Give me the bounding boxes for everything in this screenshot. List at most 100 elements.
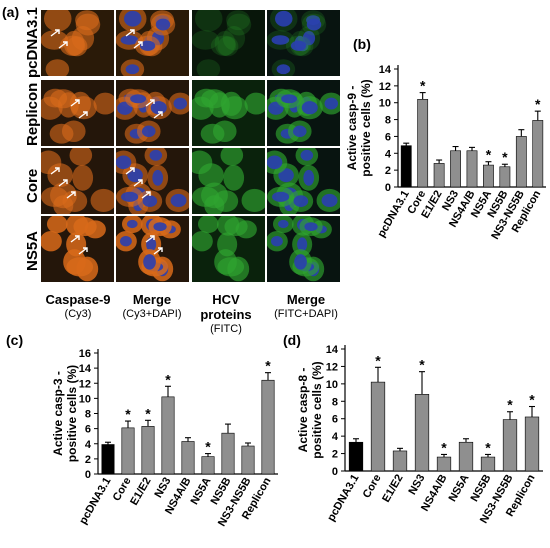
bar <box>483 164 494 188</box>
y-tick-label: 8 <box>385 115 391 127</box>
x-tick-label: pcDNA3.1 <box>77 476 113 527</box>
column-title-caspase9: Caspase-9 (Cy3) <box>45 292 111 320</box>
arrow-marker-icon <box>133 41 143 49</box>
micrograph-tile <box>192 148 265 214</box>
bar <box>121 427 135 475</box>
y-tick-label: 10 <box>79 393 91 405</box>
arrow-marker-icon <box>153 247 163 255</box>
bar <box>466 150 478 188</box>
y-tick-label: 12 <box>79 378 91 390</box>
y-axis-label: positive cells (%) <box>310 361 324 458</box>
micrograph-tile <box>41 10 114 76</box>
chart-casp9: 0 2 4 6 8 10 12 14 Active casp-9 - positive cells… <box>345 64 546 242</box>
arrow-marker-icon <box>58 179 68 187</box>
significance-marker: * <box>485 439 491 455</box>
bar <box>161 396 175 475</box>
significance-marker: * <box>529 392 535 408</box>
y-axis-label: Active casp-8 - <box>296 368 310 453</box>
y-tick-label: 0 <box>385 182 391 194</box>
bar <box>414 394 430 472</box>
bar <box>141 426 155 475</box>
bar <box>221 432 235 475</box>
significance-marker: * <box>486 147 492 163</box>
micrograph-tile <box>267 80 340 146</box>
micrograph-tile <box>41 148 114 214</box>
bar <box>392 450 408 472</box>
arrow-marker-icon <box>145 99 155 107</box>
y-tick-label: 8 <box>332 396 338 408</box>
significance-marker: * <box>145 405 151 421</box>
y-tick-label: 12 <box>326 361 338 373</box>
bar <box>201 456 215 475</box>
significance-marker: * <box>165 371 171 387</box>
bar <box>400 145 412 188</box>
arrow-marker-icon <box>145 235 155 243</box>
column-title-merge-fitc: Merge (FITC+DAPI) <box>274 292 338 320</box>
row-label-core: Core <box>24 168 41 203</box>
column-title-merge-cy3: Merge (Cy3+DAPI) <box>122 292 182 320</box>
bar <box>181 441 195 475</box>
chart-casp3: 0 2 4 6 8 10 12 14 16 Active casp-3 - positive cel… <box>51 348 278 529</box>
arrow-marker-icon <box>78 111 88 119</box>
micrograph-tile <box>116 80 189 146</box>
arrow-marker-icon <box>141 191 151 199</box>
arrow-marker-icon <box>70 99 80 107</box>
bar <box>101 444 115 475</box>
bar <box>370 381 386 472</box>
y-tick-label: 8 <box>85 409 91 421</box>
micrograph-tile <box>116 216 189 282</box>
micrograph-tile <box>267 10 340 76</box>
bar <box>261 379 275 475</box>
micrograph-tile <box>192 10 265 76</box>
significance-marker: * <box>420 78 426 94</box>
arrow-marker-icon <box>50 29 60 37</box>
micrograph-tile <box>267 216 340 282</box>
y-tick-label: 10 <box>379 98 391 110</box>
chart-casp8: 0 2 4 6 8 10 12 14 Active casp-8 - positive cells… <box>296 344 543 526</box>
significance-marker: * <box>375 352 381 368</box>
y-tick-label: 16 <box>79 348 91 360</box>
x-tick-label: E1/E2 <box>128 476 153 508</box>
micrograph-tile <box>192 216 265 282</box>
y-tick-label: 6 <box>85 424 91 436</box>
y-tick-label: 6 <box>385 131 391 143</box>
significance-marker: * <box>419 357 425 373</box>
micrograph-tile <box>116 10 189 76</box>
arrow-marker-icon <box>70 235 80 243</box>
micrograph-tile <box>116 148 189 214</box>
significance-marker: * <box>502 149 508 165</box>
y-tick-label: 14 <box>326 344 339 356</box>
y-axis-label: Active casp-3 - <box>51 371 65 456</box>
micrograph-tile <box>41 80 114 146</box>
x-tick-label: NS5A <box>447 472 472 503</box>
bar <box>417 99 429 188</box>
significance-marker: * <box>441 439 447 455</box>
y-tick-label: 6 <box>332 414 338 426</box>
y-tick-label: 0 <box>85 469 91 481</box>
panel-d-letter: (d) <box>283 332 301 348</box>
bar <box>532 120 544 188</box>
x-tick-label: Core <box>361 473 384 501</box>
bar <box>348 441 364 472</box>
micrograph-tile <box>267 148 340 214</box>
y-tick-label: 0 <box>332 466 338 478</box>
y-tick-label: 14 <box>79 363 92 375</box>
bar <box>241 445 255 475</box>
y-tick-label: 4 <box>85 439 92 451</box>
y-tick-label: 2 <box>85 454 91 466</box>
panel-a-letter: (a) <box>2 4 20 20</box>
significance-marker: * <box>125 406 131 422</box>
bar <box>502 419 518 472</box>
bar <box>480 456 496 472</box>
y-tick-label: 4 <box>385 148 392 160</box>
significance-marker: * <box>205 439 211 455</box>
y-tick-label: 2 <box>332 449 338 461</box>
bar <box>458 441 474 472</box>
bar <box>436 456 452 472</box>
x-tick-label: pcDNA3.1 <box>325 473 361 524</box>
bar <box>515 136 527 188</box>
y-axis-label: Active casp-9 - <box>345 86 359 171</box>
significance-marker: * <box>507 397 513 413</box>
bar <box>433 163 445 188</box>
panel-c-letter: (c) <box>6 332 24 348</box>
